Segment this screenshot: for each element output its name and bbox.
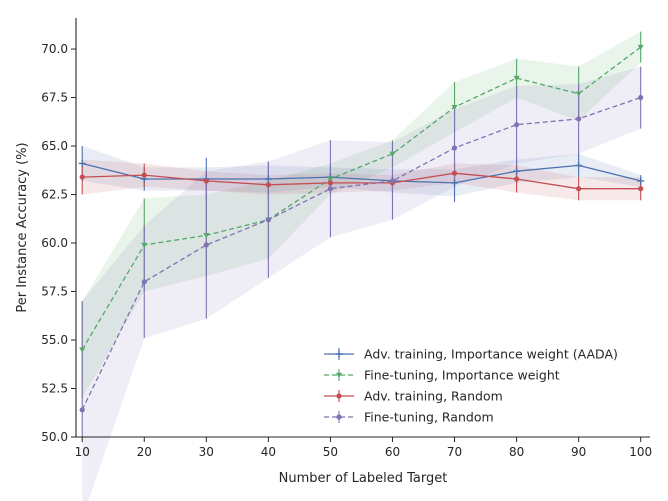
adv-training-random-legend-marker [336,393,342,399]
x-tick-label: 20 [137,445,152,459]
y-tick-label: 60.0 [41,236,68,250]
y-tick-label: 57.5 [41,285,68,299]
fine-tuning-importance-weight-point [327,176,334,183]
fine-tuning-random-point [513,122,520,128]
x-tick-label: 30 [199,445,214,459]
adv-training-importance-weight-aada-band [82,146,641,197]
adv-training-importance-weight-aada-line [82,162,641,184]
x-axis-ticks: 10 20 30 40 50 60 70 80 90 100 [75,437,652,459]
adv-training-random-band [82,159,641,201]
fine-tuning-random-legend-label: Fine-tuning, Random [364,410,494,425]
x-tick-label: 40 [261,445,276,459]
y-tick-label: 50.0 [41,430,68,444]
adv-training-random-point [79,174,85,180]
y-tick-label: 55.0 [41,333,68,347]
x-tick-label: 100 [629,445,652,459]
fine-tuning-importance-weight-band [82,31,641,399]
x-tick-label: 50 [323,445,338,459]
adv-training-random-point [451,170,458,176]
fine-tuning-random-point [265,217,271,223]
fine-tuning-importance-weight-point [451,105,458,111]
legend: Adv. training, Importance weight (AADA) F… [324,347,618,425]
fine-tuning-random-band [82,66,641,501]
fine-tuning-importance-weight-line [81,46,642,351]
x-tick-label: 70 [447,445,462,459]
x-tick-label: 90 [571,445,586,459]
adv-training-importance-weight-aada-point [575,161,583,169]
adv-training-random-point [203,178,209,184]
fine-tuning-importance-weight-legend-label: Fine-tuning, Importance weight [364,368,560,383]
adv-training-importance-weight-aada-point [513,167,521,175]
adv-training-importance-weight-aada-point [78,159,86,167]
fine-tuning-random-point [451,145,458,151]
fine-tuning-random-line [81,96,641,411]
x-tick-label: 10 [75,445,90,459]
adv-training-random-line [82,172,641,190]
fine-tuning-importance-weight-point [79,347,86,353]
x-axis-label: Number of Labeled Target [279,471,448,486]
adv-training-random-point [327,180,334,186]
x-tick-label: 60 [385,445,400,459]
series-markers [78,44,645,413]
fine-tuning-random-point [79,407,85,413]
fine-tuning-random-point [389,178,396,184]
adv-training-importance-weight-aada-point [637,177,645,185]
fine-tuning-importance-weight-point [141,242,148,248]
fine-tuning-random-point [203,242,209,248]
fine-tuning-importance-weight-legend-marker [336,372,342,378]
confidence-bands [82,31,641,501]
adv-training-random-point [638,186,644,192]
fine-tuning-random-point [141,279,147,285]
y-tick-label: 70.0 [41,42,68,56]
adv-training-importance-weight-aada-legend-label: Adv. training, Importance weight (AADA) [364,347,618,362]
adv-training-importance-weight-aada-point [264,175,272,183]
fine-tuning-importance-weight-point [575,91,582,97]
fine-tuning-random-legend-marker [336,414,342,420]
fine-tuning-random-point [576,116,582,122]
adv-training-random-legend-label: Adv. training, Random [364,389,503,404]
y-axis-ticks: 50.0 52.5 55.0 57.5 60.0 62.5 65.0 67.5 70.0 [41,42,76,444]
fine-tuning-random-point [638,94,644,101]
y-tick-label: 65.0 [41,139,68,153]
y-tick-label: 52.5 [41,382,68,396]
y-axis-label: Per Instance Accuracy (%) [15,142,30,312]
fine-tuning-random-point [327,186,334,192]
y-tick-label: 67.5 [41,91,68,105]
adv-training-random-point [141,172,147,178]
fine-tuning-importance-weight-point [389,151,396,157]
adv-training-importance-weight-aada-point [451,179,459,187]
adv-training-random-point [576,186,582,192]
series-lines [81,46,642,411]
y-tick-label: 62.5 [41,188,68,202]
x-tick-label: 80 [509,445,524,459]
adv-training-random-point [513,176,520,182]
fine-tuning-importance-weight-point [513,75,520,82]
fine-tuning-importance-weight-point [637,44,644,51]
adv-training-random-point [265,182,271,188]
fine-tuning-importance-weight-point [203,233,210,239]
adv-training-importance-weight-aada-legend-marker [335,350,343,358]
